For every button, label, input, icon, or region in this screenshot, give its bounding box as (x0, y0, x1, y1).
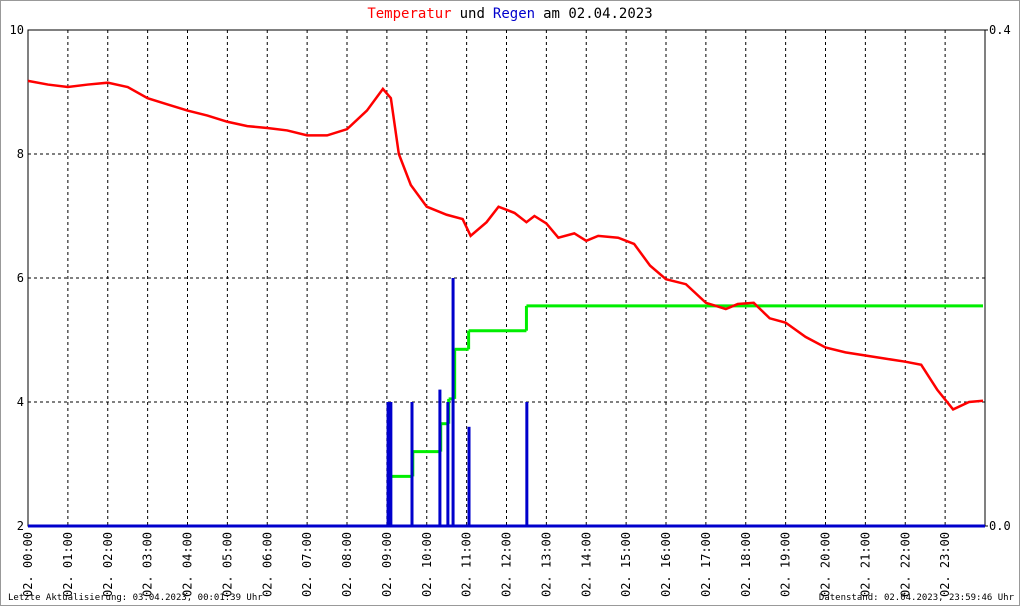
y2-tick-label: 0.0 (989, 519, 1011, 533)
x-tick-label: 02. 09:00 (380, 532, 394, 597)
x-tick-label: 02. 12:00 (500, 532, 514, 597)
x-tick-label: 02. 10:00 (420, 532, 434, 597)
x-tick-label: 02. 23:00 (938, 532, 952, 597)
rain-bar (386, 402, 390, 526)
y-tick-label: 10 (10, 23, 24, 37)
y2-tick-label: 0.4 (989, 23, 1011, 37)
x-tick-label: 02. 13:00 (539, 532, 553, 597)
rain-bar (525, 402, 529, 526)
rain-bar (438, 389, 442, 526)
x-tick-label: 02. 02:00 (101, 532, 115, 597)
title-part: Temperatur (367, 6, 451, 22)
chart-title: Temperatur und Regen am 02.04.2023 (367, 6, 652, 22)
x-tick-label: 02. 16:00 (659, 532, 673, 597)
rain-bar (446, 402, 450, 526)
temperature-line (27, 79, 984, 411)
rain-bar (467, 426, 471, 526)
x-tick-label: 02. 11:00 (460, 532, 474, 597)
y-tick-label: 2 (17, 519, 24, 533)
footer-left: Letzte Aktualisierung: 03.04.2023, 00:01… (8, 593, 263, 603)
footer-right: Datenstand: 02.04.2023, 23:59:46 Uhr (819, 593, 1015, 603)
rain-bar (389, 402, 393, 526)
y-tick-label: 4 (17, 395, 24, 409)
x-tick-label: 02. 15:00 (619, 532, 633, 597)
x-tick-label: 02. 06:00 (260, 532, 274, 597)
title-part: Regen (493, 6, 535, 22)
x-tick-label: 02. 05:00 (220, 532, 234, 597)
x-tick-label: 02. 14:00 (579, 532, 593, 597)
x-tick-label: 02. 01:00 (61, 532, 75, 597)
x-tick-label: 02. 07:00 (300, 532, 314, 597)
x-tick-label: 02. 20:00 (819, 532, 833, 597)
x-tick-label: 02. 03:00 (141, 532, 155, 597)
x-tick-label: 02. 00:00 (21, 532, 35, 597)
x-tick-label: 02. 08:00 (340, 532, 354, 597)
title-part: und (460, 6, 485, 22)
x-tick-label: 02. 22:00 (898, 532, 912, 597)
x-tick-label: 02. 04:00 (181, 532, 195, 597)
x-tick-label: 02. 17:00 (699, 532, 713, 597)
x-tick-label: 02. 18:00 (739, 532, 753, 597)
x-tick-label: 02. 21:00 (858, 532, 872, 597)
x-tick-label: 02. 19:00 (779, 532, 793, 597)
y-tick-label: 6 (17, 271, 24, 285)
rain-bar (410, 402, 414, 526)
rain-bar (451, 278, 455, 526)
title-part: am 02.04.2023 (543, 6, 653, 22)
y-tick-label: 8 (17, 147, 24, 161)
